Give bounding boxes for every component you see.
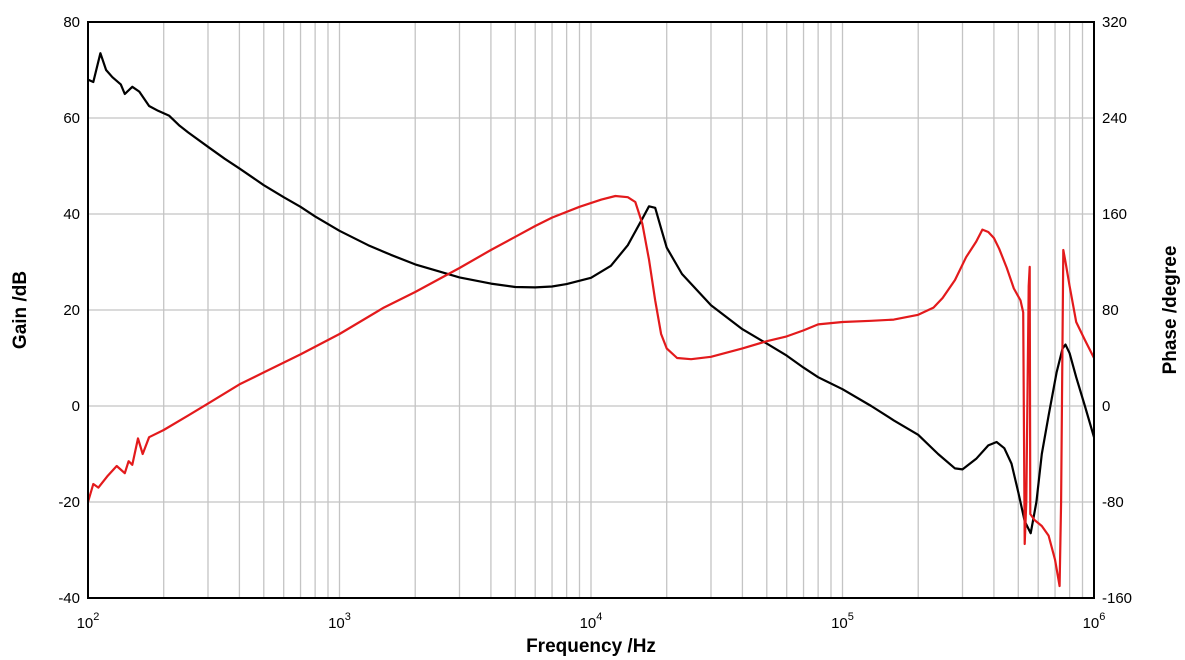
y-left-tick-label: 60: [63, 110, 80, 127]
y-right-tick-label: 320: [1102, 14, 1127, 31]
y-right-tick-label: -160: [1102, 590, 1132, 607]
y-left-tick-label: 20: [63, 302, 80, 319]
y-right-tick-label: -80: [1102, 494, 1124, 511]
x-tick-label: 106: [1083, 611, 1106, 632]
y-right-tick-label: 160: [1102, 206, 1127, 223]
y-axis-left-title: Gain /dB: [10, 271, 31, 349]
grid-lines: [88, 22, 1094, 598]
phase-series-line: [86, 194, 1095, 588]
x-axis-title: Frequency /Hz: [526, 636, 656, 657]
y-left-tick-label: -20: [58, 494, 80, 511]
y-right-tick-label: 80: [1102, 302, 1119, 319]
y-left-tick-label: 0: [72, 398, 80, 415]
x-tick-label: 102: [77, 611, 100, 632]
series-layer: [86, 52, 1096, 588]
y-axis-right-title: Phase /degree: [1160, 246, 1181, 375]
y-right-tick-label: 240: [1102, 110, 1127, 127]
y-left-tick-label: 40: [63, 206, 80, 223]
x-tick-label: 105: [831, 611, 854, 632]
gain-series-line: [87, 52, 1096, 535]
plot-frame: [87, 21, 1095, 599]
x-tick-label: 104: [580, 611, 603, 632]
x-tick-label: 103: [328, 611, 351, 632]
y-left-tick-label: 80: [63, 14, 80, 31]
tick-labels: 80 60 40 20 0 -20 -40 320 240 160 80 0 -80 -160 102 103…: [58, 14, 1132, 632]
y-left-tick-label: -40: [58, 590, 80, 607]
y-right-tick-label: 0: [1102, 398, 1110, 415]
